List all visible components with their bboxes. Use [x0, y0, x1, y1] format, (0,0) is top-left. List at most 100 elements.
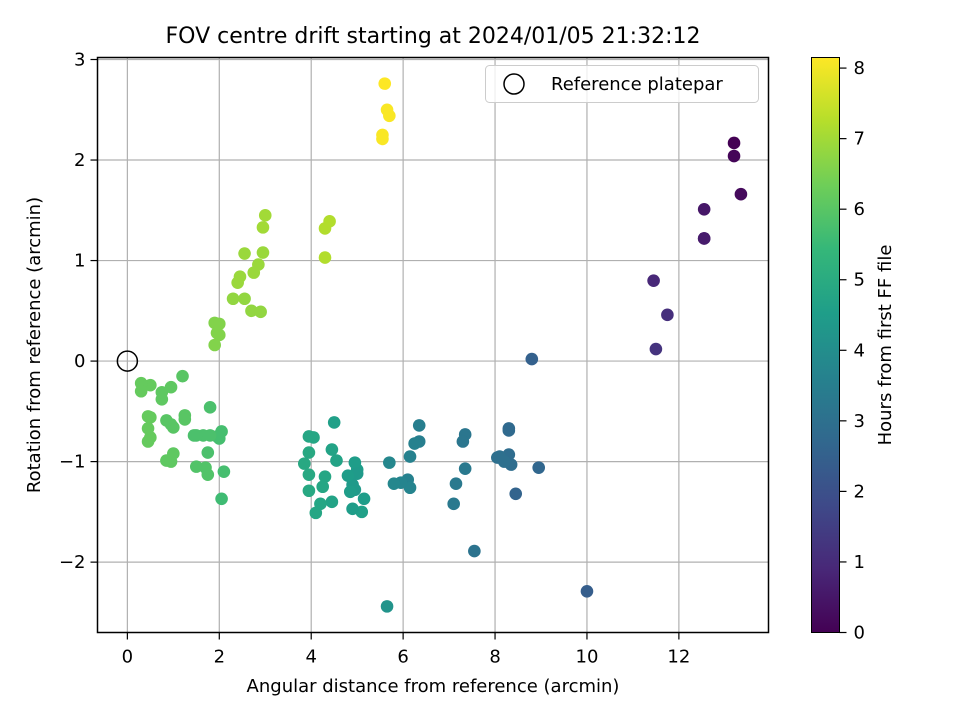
data-point — [502, 424, 516, 437]
data-point — [302, 484, 316, 498]
data-point — [447, 497, 460, 511]
x-tick-label: 6 — [397, 647, 408, 668]
data-point — [376, 132, 389, 146]
data-point — [226, 292, 240, 306]
data-point — [217, 465, 231, 478]
colorbar-tick-label: 8 — [854, 58, 865, 79]
data-point — [141, 410, 155, 423]
data-point — [316, 480, 329, 494]
data-point — [178, 413, 192, 426]
legend-entry-reference: Reference platepar — [551, 74, 723, 95]
colorbar-tick-label: 3 — [854, 411, 865, 432]
reference-marker-group — [116, 350, 139, 372]
data-point — [493, 450, 506, 463]
data-point — [403, 481, 417, 495]
data-point — [341, 469, 355, 482]
data-point — [298, 457, 311, 470]
data-point — [256, 246, 270, 259]
y-tick-label: 0 — [74, 351, 85, 372]
data-point — [141, 422, 155, 435]
data-point — [256, 221, 270, 234]
data-point — [525, 352, 539, 366]
data-point — [302, 468, 316, 481]
x-tick-label: 0 — [122, 647, 133, 668]
y-tick-label: 1 — [74, 251, 85, 272]
data-point — [734, 187, 748, 201]
data-point — [378, 77, 392, 90]
data-point — [649, 342, 663, 356]
data-point — [387, 477, 401, 491]
colorbar — [811, 57, 840, 633]
data-point — [468, 544, 481, 558]
x-axis-label: Angular distance from reference (arcmin) — [247, 676, 620, 697]
colorbar-tick-label: 2 — [854, 481, 865, 502]
data-point — [167, 447, 180, 460]
data-point — [509, 487, 523, 501]
x-tick-label: 10 — [576, 647, 599, 668]
data-point — [403, 450, 417, 463]
data-point — [343, 485, 357, 499]
data-point — [449, 477, 463, 491]
colorbar-label: Hours from first FF file — [875, 245, 896, 446]
y-axis-ticks: −2 −1 0 1 2 3 — [59, 50, 98, 573]
x-tick-label: 4 — [305, 647, 316, 668]
data-point — [302, 430, 316, 443]
data-point — [532, 461, 546, 474]
reference-platepar-marker — [116, 350, 139, 372]
data-point — [318, 251, 332, 264]
colorbar-tick-label: 7 — [854, 129, 865, 150]
data-point — [697, 202, 711, 216]
colorbar-tick-label: 0 — [854, 623, 865, 644]
legend-reference-marker — [503, 73, 525, 95]
data-point — [155, 385, 169, 399]
data-point — [456, 435, 470, 448]
x-tick-label: 12 — [667, 647, 690, 668]
data-point — [318, 470, 332, 483]
y-tick-label: 2 — [74, 150, 85, 171]
data-point — [210, 326, 224, 340]
data-point — [164, 380, 178, 394]
data-point — [190, 460, 203, 473]
legend: Reference platepar — [485, 65, 759, 103]
data-point — [346, 502, 359, 516]
data-point — [647, 274, 660, 287]
data-point — [330, 454, 343, 467]
data-point — [348, 456, 362, 469]
data-points — [134, 77, 748, 613]
data-point — [309, 506, 323, 520]
data-point — [258, 209, 272, 222]
data-point — [383, 109, 396, 123]
x-axis-ticks: 0 2 4 6 8 10 12 — [122, 632, 690, 668]
data-point — [231, 276, 244, 289]
legend-box — [485, 65, 759, 103]
data-point — [215, 492, 228, 506]
data-point — [245, 304, 258, 318]
data-point — [383, 456, 396, 469]
data-point — [458, 462, 472, 475]
y-tick-label: −2 — [59, 552, 86, 573]
data-point — [238, 247, 251, 260]
data-point — [302, 446, 316, 459]
y-axis-label: Rotation from reference (arcmin) — [24, 197, 45, 493]
data-point — [208, 338, 221, 352]
data-point — [201, 446, 215, 459]
data-point — [134, 384, 148, 398]
data-point — [661, 308, 674, 322]
data-point — [727, 149, 741, 163]
plot-frame — [96, 56, 770, 634]
y-tick-label: −1 — [59, 452, 86, 473]
data-point — [238, 292, 251, 306]
data-point — [580, 584, 594, 598]
colorbar-tick-label: 5 — [854, 270, 865, 291]
data-point — [412, 419, 426, 432]
data-point — [325, 443, 339, 456]
data-point — [176, 369, 189, 383]
y-tick-label: 3 — [74, 50, 85, 71]
colorbar-tick-label: 4 — [854, 340, 865, 361]
data-point — [380, 600, 394, 613]
data-point — [727, 136, 741, 150]
data-point — [323, 215, 336, 228]
chart-title: FOV centre drift starting at 2024/01/05 … — [166, 24, 701, 49]
